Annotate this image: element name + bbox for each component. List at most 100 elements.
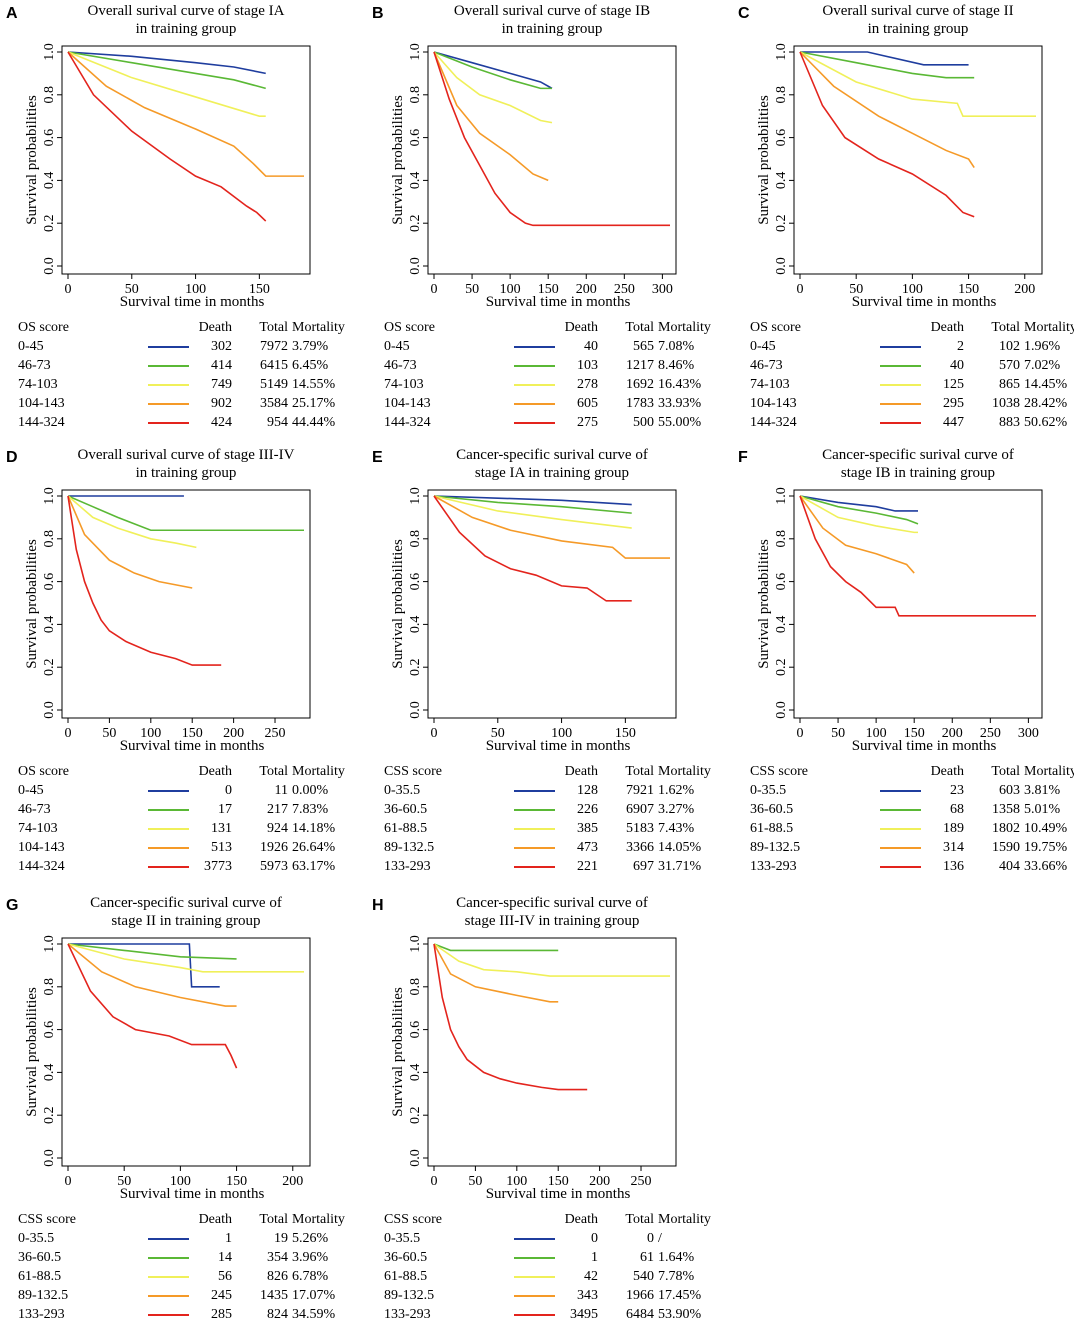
death-count: 3773 xyxy=(204,859,232,874)
score-range: 89-132.5 xyxy=(750,840,801,855)
survival-curve-133-293 xyxy=(433,943,588,1091)
y-tick-label: 0.4 xyxy=(42,172,57,190)
score-range: 0-35.5 xyxy=(384,783,421,798)
x-tick-label: 100 xyxy=(500,282,521,297)
chart-panel-d: D Overall surival curve of stage III-IV in… xyxy=(0,444,360,889)
table-row: 36-60.5 14 354 3.96% xyxy=(12,1248,352,1267)
survival-curve-36-60.5 xyxy=(433,495,632,514)
legend-line xyxy=(880,790,921,792)
y-tick-label: 1.0 xyxy=(42,935,57,953)
plot-frame xyxy=(427,45,677,275)
death-count: 749 xyxy=(211,377,232,392)
x-tick-label: 200 xyxy=(589,1174,610,1189)
y-tick-label: 0.2 xyxy=(42,1106,57,1124)
score-range: 133-293 xyxy=(384,1307,431,1322)
mortality-rate: 14.05% xyxy=(658,840,702,855)
table-header-cell: Death xyxy=(198,1212,232,1227)
y-axis-label: Survival probabilities xyxy=(24,987,40,1117)
total-count: 0 xyxy=(647,1231,654,1246)
legend-line xyxy=(514,1257,555,1259)
table-header-cell: Mortality xyxy=(658,1212,711,1227)
x-tick-label: 300 xyxy=(1018,726,1039,741)
y-tick-label: 0.2 xyxy=(42,214,57,232)
total-count: 404 xyxy=(999,859,1020,874)
plot-area: 0 50 100 150 0.0 0.2 0.4 0.6 0.8 1.0 Survival time… xyxy=(24,43,311,310)
death-count: 902 xyxy=(211,396,232,411)
mortality-rate: 1.64% xyxy=(658,1250,695,1265)
score-range: 133-293 xyxy=(18,1307,65,1322)
survival-curve-74-103 xyxy=(67,51,266,117)
score-range: 36-60.5 xyxy=(750,802,794,817)
y-tick-label: 0.4 xyxy=(42,1064,57,1082)
table-header-cell: Mortality xyxy=(292,320,345,335)
y-tick-label: 1.0 xyxy=(408,935,423,953)
survival-curve-0-45 xyxy=(800,51,969,66)
table-row: 61-88.5 189 1802 10.49% xyxy=(744,819,1074,838)
total-count: 102 xyxy=(999,339,1020,354)
mortality-rate: 14.18% xyxy=(292,821,336,836)
legend-line xyxy=(514,809,555,811)
total-count: 6415 xyxy=(260,358,288,373)
death-count: 245 xyxy=(211,1288,232,1303)
table-header-cell: Total xyxy=(991,320,1020,335)
x-tick-label: 100 xyxy=(506,1174,527,1189)
table-row: 144-324 424 954 44.44% xyxy=(12,413,352,432)
y-axis-label: Survival probabilities xyxy=(390,987,406,1117)
death-count: 0 xyxy=(225,783,232,798)
chart-title-line1: Overall surival curve of stage III-IV xyxy=(77,447,295,463)
score-range: 74-103 xyxy=(18,821,58,836)
legend-line xyxy=(148,346,189,348)
chart-title-line2: in training group xyxy=(501,21,603,37)
table-header-cell: Death xyxy=(564,320,598,335)
x-tick-label: 150 xyxy=(538,282,559,297)
legend-line xyxy=(148,1257,189,1259)
survival-curve-36-60.5 xyxy=(67,943,237,960)
x-tick-label: 100 xyxy=(140,726,161,741)
total-count: 354 xyxy=(267,1250,288,1265)
y-tick-label: 0.4 xyxy=(42,616,57,634)
chart-panel-h: H Cancer-specific surival curve of stage I… xyxy=(366,892,726,1337)
y-tick-label: 1.0 xyxy=(42,43,57,61)
x-tick-label: 0 xyxy=(431,282,438,297)
y-tick-label: 0.0 xyxy=(42,257,57,275)
mortality-rate: 17.07% xyxy=(292,1288,336,1303)
chart-title-line2: stage II in training group xyxy=(111,913,261,929)
survival-curve-133-293 xyxy=(433,495,632,602)
plot-area: 0 50 100 150 200 0.0 0.2 0.4 0.6 0.8 1.0 Survival t… xyxy=(24,935,311,1202)
total-count: 3584 xyxy=(260,396,288,411)
legend-line xyxy=(514,828,555,830)
legend-line xyxy=(514,403,555,405)
table-header-cell: Total xyxy=(625,1212,654,1227)
risk-table: CSS score Death Total Mortality 0-35.5 1 19 5.2… xyxy=(12,1210,352,1324)
y-tick-label: 0.6 xyxy=(774,129,789,147)
x-tick-label: 0 xyxy=(65,1174,72,1189)
total-count: 697 xyxy=(633,859,654,874)
y-tick-label: 0.0 xyxy=(774,701,789,719)
death-count: 275 xyxy=(577,415,598,430)
table-header: CSS score Death Total Mortality xyxy=(744,762,1074,781)
x-tick-label: 50 xyxy=(125,282,139,297)
score-range: 89-132.5 xyxy=(18,1288,69,1303)
table-header-cell: Death xyxy=(198,320,232,335)
y-tick-label: 0.2 xyxy=(774,658,789,676)
table-header-cell: Death xyxy=(198,764,232,779)
survival-curve-36-60.5 xyxy=(433,943,559,952)
mortality-rate: 17.45% xyxy=(658,1288,702,1303)
table-row: 61-88.5 56 826 6.78% xyxy=(12,1267,352,1286)
chart-title-line2: stage IA in training group xyxy=(474,465,630,481)
legend-line xyxy=(148,422,189,424)
x-tick-label: 300 xyxy=(652,282,673,297)
chart-title-line1: Overall surival curve of stage IA xyxy=(87,3,285,19)
death-count: 302 xyxy=(211,339,232,354)
survival-curve-144-324 xyxy=(67,495,222,666)
legend-line xyxy=(148,809,189,811)
y-axis-label: Survival probabilities xyxy=(756,539,772,669)
survival-curve-61-88.5 xyxy=(799,495,918,534)
table-row: 0-45 0 11 0.00% xyxy=(12,781,352,800)
total-count: 1802 xyxy=(992,821,1020,836)
mortality-rate: 28.42% xyxy=(1024,396,1068,411)
score-range: 133-293 xyxy=(384,859,431,874)
score-range: 144-324 xyxy=(384,415,431,430)
y-tick-label: 0.6 xyxy=(42,573,57,591)
y-tick-label: 0.2 xyxy=(408,214,423,232)
